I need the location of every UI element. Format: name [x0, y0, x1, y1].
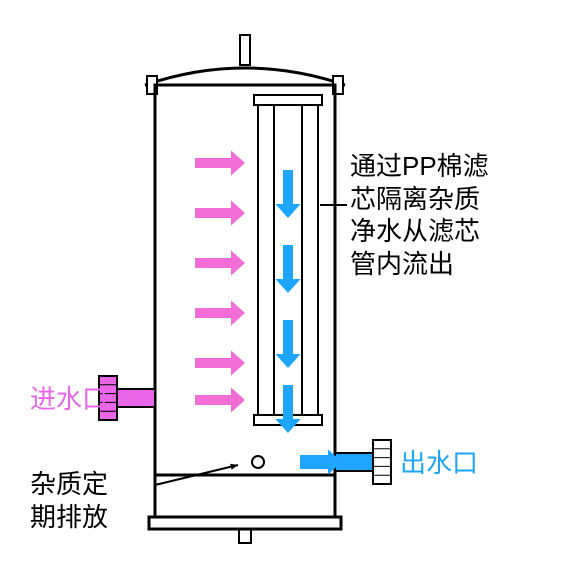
label-outlet: 出水口 [400, 447, 478, 480]
label-drain: 杂质定期排放 [30, 468, 108, 533]
label-inlet: 进水口 [30, 383, 108, 416]
label-filter-desc: 通过PP棉滤芯隔离杂质净水从滤芯管内流出 [350, 150, 489, 280]
